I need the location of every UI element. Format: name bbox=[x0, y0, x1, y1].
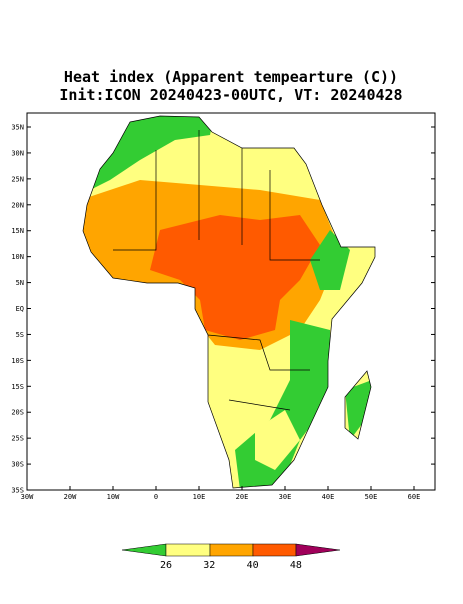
colorbar-label: 26 bbox=[160, 560, 172, 571]
colorbar-label: 40 bbox=[247, 560, 259, 571]
lon-label: 20W bbox=[64, 493, 77, 501]
lat-label: 15N bbox=[11, 227, 24, 235]
lat-label: 5S bbox=[16, 331, 24, 339]
lon-label: 40E bbox=[322, 493, 335, 501]
colorbar-label: 48 bbox=[290, 560, 302, 571]
lat-label: 25N bbox=[11, 175, 24, 183]
lat-label: 30S bbox=[11, 461, 24, 469]
map-frame bbox=[26, 112, 436, 491]
lat-label: 20S bbox=[11, 409, 24, 417]
lat-label: 10S bbox=[11, 357, 24, 365]
lat-label: 15S bbox=[11, 383, 24, 391]
lon-label: 30E bbox=[279, 493, 292, 501]
heat-map bbox=[83, 116, 375, 488]
lon-label: 60E bbox=[408, 493, 421, 501]
lon-label: 20E bbox=[236, 493, 249, 501]
lon-label: 30W bbox=[21, 493, 34, 501]
title: Heat index (Apparent tempearture (C)) bbox=[64, 68, 398, 86]
borders bbox=[82, 115, 376, 489]
colorbar bbox=[121, 543, 341, 557]
subtitle: Init:ICON 20240423-00UTC, VT: 20240428 bbox=[59, 86, 402, 104]
lat-label: 35N bbox=[11, 124, 24, 132]
lat-label: 10N bbox=[11, 253, 24, 261]
lat-label: EQ bbox=[16, 305, 24, 313]
lat-label: 30N bbox=[11, 149, 24, 157]
lon-label: 10E bbox=[193, 493, 206, 501]
lat-label: 35S bbox=[11, 487, 24, 495]
lat-label: 25S bbox=[11, 435, 24, 443]
lat-label: 5N bbox=[16, 279, 24, 287]
lon-label: 0 bbox=[154, 493, 158, 501]
lon-label: 50E bbox=[365, 493, 378, 501]
lat-label: 20N bbox=[11, 201, 24, 209]
lon-label: 10W bbox=[107, 493, 120, 501]
colorbar-label: 32 bbox=[203, 560, 215, 571]
